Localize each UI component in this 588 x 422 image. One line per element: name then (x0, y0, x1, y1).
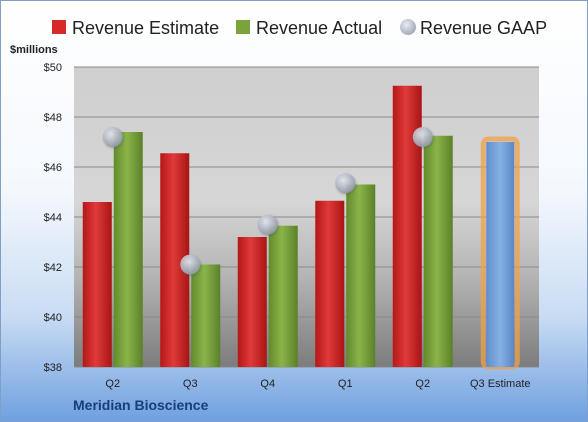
y-tick-label: $38 (44, 362, 62, 374)
bar-revenue-estimate (392, 85, 422, 367)
x-tick-label: Q4 (260, 378, 275, 390)
gridlines (74, 66, 539, 368)
bar-revenue-estimate (82, 202, 112, 367)
bar-revenue-actual (191, 264, 221, 367)
x-tick-label: Q2 (105, 378, 120, 390)
company-name: Meridian Bioscience (73, 397, 209, 413)
legend-label-estimate: Revenue Estimate (72, 18, 219, 38)
y-axis-unit-label: $millions (10, 44, 58, 56)
bar-revenue-estimate (315, 200, 345, 367)
y-tick-label: $50 (44, 62, 62, 74)
x-tick-label: Q3 Estimate (470, 378, 531, 390)
bar-revenue-actual (113, 132, 143, 367)
y-axis-ticks: $38 $40 $42 $44 $46 $48 $50 (44, 62, 62, 374)
legend-swatch-estimate (52, 20, 66, 34)
legend-label-gaap: Revenue GAAP (420, 18, 547, 38)
x-axis-ticks: Q2 Q3 Q4 Q1 Q2 Q3 Estimate (105, 378, 530, 390)
y-tick-label: $46 (44, 162, 62, 174)
x-tick-label: Q1 (338, 378, 353, 390)
bar-revenue-actual (268, 225, 298, 367)
gaap-markers (102, 127, 434, 276)
bar-revenue-estimate (237, 237, 267, 367)
gaap-marker (102, 127, 123, 147)
y-tick-label: $44 (44, 212, 62, 224)
legend: Revenue Estimate Revenue Actual Revenue … (52, 18, 547, 38)
gaap-marker (412, 127, 433, 147)
bar-revenue-actual (346, 184, 376, 367)
legend-label-actual: Revenue Actual (256, 18, 382, 38)
bar-q3-estimate (486, 142, 515, 367)
x-tick-label: Q2 (415, 378, 430, 390)
x-tick-label: Q3 (183, 378, 198, 390)
gaap-marker (180, 254, 201, 275)
y-tick-label: $48 (44, 112, 62, 124)
legend-swatch-gaap (400, 19, 416, 35)
y-tick-label: $42 (44, 262, 62, 274)
legend-swatch-actual (236, 20, 250, 34)
bar-revenue-actual (423, 135, 453, 367)
gaap-marker (335, 173, 356, 194)
gaap-marker (257, 214, 278, 235)
y-tick-label: $40 (44, 312, 62, 324)
